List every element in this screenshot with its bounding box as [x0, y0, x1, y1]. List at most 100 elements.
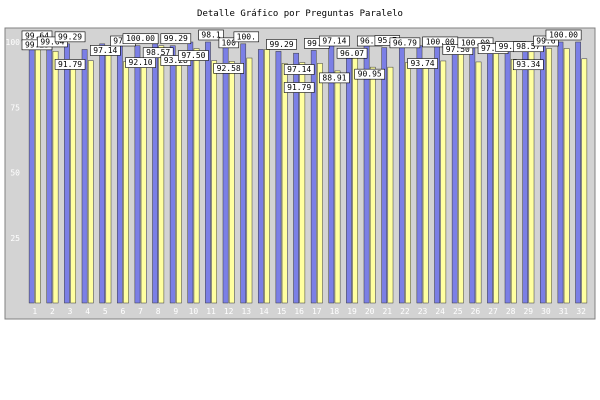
data-label-text: 97.50 — [446, 45, 470, 54]
data-label-text: 90.95 — [358, 70, 382, 79]
x-tick-label: 25 — [453, 307, 463, 316]
data-label-box — [319, 72, 350, 84]
data-label: 99.29 — [160, 33, 192, 45]
bar-series2-q13 — [246, 57, 253, 304]
data-label-box — [283, 64, 315, 75]
x-tick-label: 19 — [347, 307, 357, 316]
bar-series2-q15 — [281, 63, 288, 304]
bar-series2-q25 — [458, 48, 464, 304]
x-tick-label: 5 — [103, 307, 108, 316]
data-label-text: 93.74 — [411, 59, 435, 68]
bar-series1-q32 — [575, 41, 581, 304]
x-axis: 1 2 3 4 5 6 7 8 9 10 11 12 13 14 15 16 17 18 19 20 21 22 23 24 2… — [32, 307, 586, 316]
data-label-text: 99.29 — [499, 42, 523, 51]
chart-title: Detalle Gráfico por Preguntas Paralelo — [197, 9, 403, 19]
data-label-box — [233, 31, 260, 43]
data-label-text: 100.00 — [549, 31, 578, 40]
bar-series1-q26 — [469, 43, 476, 304]
data-label: 91.79 — [54, 59, 86, 70]
data-label-text: 100.00 — [461, 38, 490, 47]
data-label: 93.34 — [513, 59, 544, 71]
data-label-box — [218, 37, 239, 49]
bar-series2-q5 — [105, 49, 112, 304]
bar-series2-q12 — [228, 61, 235, 304]
data-label-text: 99.64 — [40, 37, 64, 46]
bar-series1-q7 — [134, 45, 141, 304]
y-tick-label: 75 — [10, 103, 20, 112]
x-tick-label: 16 — [294, 307, 304, 316]
bar-series1-q24 — [434, 42, 440, 304]
data-label-text: 97.86 — [481, 44, 505, 53]
data-label-box — [266, 39, 297, 50]
data-label: 97.14 — [90, 45, 121, 56]
x-tick-label: 14 — [259, 307, 269, 316]
bar-series1-q2 — [46, 42, 53, 304]
bar-series2-q11 — [211, 60, 218, 304]
data-label-text: 96.4 — [360, 37, 379, 46]
data-label: 92.10 — [125, 57, 156, 68]
bar-series2-q19 — [352, 52, 359, 304]
data-label-box — [54, 31, 86, 43]
bars-group — [28, 41, 588, 304]
x-tick-label: 3 — [68, 307, 73, 316]
data-label-box — [198, 29, 224, 41]
data-label-box — [336, 47, 368, 59]
data-label-text: 99.2 — [307, 39, 326, 48]
bar-series2-q24 — [440, 60, 447, 304]
x-tick-label: 28 — [506, 307, 516, 316]
data-label-text: 98.57 — [146, 48, 170, 57]
bar-series2-q28 — [510, 59, 517, 304]
data-label-box — [160, 33, 192, 45]
data-label-box — [457, 37, 494, 49]
bar-series2-q14 — [264, 49, 270, 304]
bar-series2-q2 — [52, 51, 59, 304]
y-tick-label: 100 — [6, 38, 21, 47]
x-tick-label: 23 — [418, 307, 428, 316]
bar-series1-q23 — [416, 45, 423, 304]
bar-series1-q16 — [293, 52, 299, 304]
bar-series1-q4 — [81, 49, 88, 304]
data-label-text: 92.58 — [217, 64, 241, 73]
bar-series2-q4 — [87, 60, 94, 304]
data-label-text: 99.64 — [25, 31, 49, 40]
data-label: 96.07 — [336, 47, 368, 59]
data-label: 97.14 — [283, 64, 315, 75]
x-tick-label: 22 — [400, 307, 410, 316]
data-label: 96.79 — [389, 37, 421, 49]
bar-series1-q14 — [257, 49, 264, 304]
data-label-box — [213, 63, 244, 74]
bar-series2-q6 — [123, 61, 129, 304]
x-tick-label: 12 — [224, 307, 234, 316]
bar-series2-q9 — [176, 59, 182, 304]
data-label-box — [545, 29, 582, 41]
data-label-text: 97.14 — [287, 65, 311, 74]
bar-series1-q27 — [487, 45, 493, 304]
data-label-box — [54, 59, 86, 70]
data-label: 100.00 — [122, 33, 159, 45]
data-label: 91.79 — [283, 82, 315, 93]
data-label-text: 99.29 — [164, 34, 188, 43]
data-label-text: 100.00 — [426, 37, 455, 46]
data-label-box — [142, 47, 174, 59]
data-labels: 99.6499.2999.6499.2991.7997.1497.1100.00… — [21, 29, 582, 93]
bar-series2-q23 — [422, 62, 429, 304]
data-label: 97.50 — [178, 50, 209, 61]
x-tick-label: 7 — [138, 307, 143, 316]
x-tick-label: 6 — [121, 307, 126, 316]
data-label-text: 98.1 — [201, 31, 220, 40]
bar-series1-q28 — [504, 47, 511, 304]
data-label-text: 97.50 — [181, 51, 205, 60]
data-label-text: 98.57 — [516, 42, 540, 51]
data-label: 100. — [233, 31, 260, 43]
data-label: 92.58 — [213, 63, 244, 74]
data-label-text: 92.10 — [129, 58, 153, 67]
bar-series1-q11 — [205, 41, 211, 304]
bar-series1-q17 — [310, 50, 317, 304]
data-label-box — [283, 82, 315, 93]
data-label-text: 99.6 — [536, 37, 555, 46]
data-label: 90.95 — [354, 68, 385, 80]
y-tick-label: 25 — [10, 234, 20, 243]
bar-series1-q13 — [240, 43, 247, 304]
x-tick-label: 24 — [435, 307, 445, 316]
x-tick-label: 21 — [382, 307, 392, 316]
